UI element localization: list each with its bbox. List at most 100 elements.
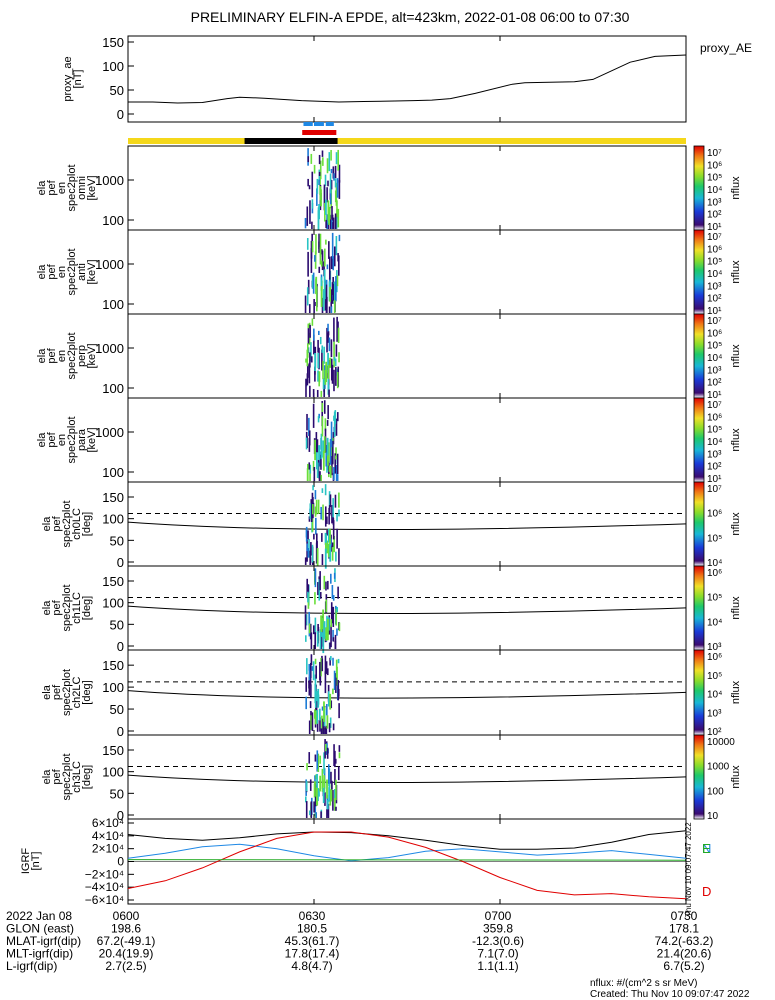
spectrogram-pixel [317,370,319,382]
colorbar-tick-label: 10⁵ [707,425,722,436]
colorbar-label-text: nflux [730,260,742,284]
spectrogram-pixel [324,484,327,496]
spectrogram-pixel [317,416,320,423]
spectrogram-pixel [316,188,318,206]
spectrogram-pixel [330,573,332,584]
spectrogram-pixel [331,544,334,561]
y-tick-label: 0 [117,639,124,654]
spectrogram-pixel [323,575,326,590]
y-axis-label-line: pef [51,684,63,700]
igrf-line-E [127,843,687,862]
spectrogram-pixel [323,400,326,414]
spectrogram-pixel [310,801,313,818]
spectrogram-pixel [330,291,333,307]
spectrogram-pixel [333,246,336,267]
spectrogram-pixel [311,274,314,289]
y-axis-label-line: pef [46,179,58,195]
spectrogram-pixel [314,617,317,635]
spectrogram-pixel [327,372,330,395]
spectrogram-pixel [306,763,308,771]
colorbar [693,649,705,736]
colorbar-label-text: nflux [730,680,742,704]
y-axis-label-line: [keV] [86,343,98,368]
colorbar-tick-label: 10³ [707,197,722,208]
spectrogram-pixel [337,321,339,330]
spectrogram-pixel [325,199,327,215]
spectrogram-pixel [323,701,325,722]
spectrogram-pixel [328,256,331,280]
spectrogram-pixel [331,542,334,548]
spectrogram-pixel [318,371,321,383]
spectrogram-pixel [329,185,332,205]
y-axis-label-line: ela [36,432,48,448]
spectrogram-pixel [327,580,329,590]
y-tick-label: 0 [117,107,124,122]
spectrogram-pixel [314,754,317,762]
y-tick-label: −6×10⁴ [85,893,124,907]
y-tick-label: 50 [110,533,124,548]
spectrogram-pixel [319,336,322,345]
y-tick-label: 100 [102,765,124,780]
colorbar [693,145,705,231]
spectrogram-pixel [335,366,337,386]
spectrogram-pixel [315,517,317,535]
spectrogram-pixel [317,339,319,353]
spectrogram-pixel [335,236,338,256]
spectrogram-pixel [324,548,327,569]
spectrogram-pixel [307,463,309,481]
spectrogram-pixel [305,781,308,792]
spectrogram-pixel [326,516,328,524]
spectrogram-pixel [329,215,332,229]
spectrogram-pixel [318,579,321,601]
spectrogram-pixel [327,180,329,187]
spectrogram-pixel [307,279,310,295]
spectrogram-pixel [311,199,314,209]
spectrogram-pixel [338,703,340,719]
spectrogram-pixel [321,416,324,437]
y-axis-label-line: ela [36,180,48,196]
loss-cone-solid [127,605,687,615]
colorbar-label-text: nflux [730,344,742,368]
spectrogram-pixel [333,744,335,767]
spectrogram-pixel [324,369,327,385]
loss-cone-solid [127,690,687,699]
spectrogram-pixel [319,571,321,591]
colorbar-label: nflux [730,176,742,200]
spectrogram-pixel [306,543,309,552]
spectrogram-pixel [330,256,333,270]
spectrogram-pixel [330,339,333,358]
spectrogram-pixel [314,687,317,708]
spectrogram-pixel [322,440,325,458]
spectrogram-pixel [322,379,325,390]
spectrogram-pixel [335,806,337,811]
y-axis-label-line: pef [46,263,58,279]
spectrogram-pixel [331,585,334,599]
y-axis-label-line: omni [76,176,88,200]
y-tick-label: 1000 [95,341,124,356]
spectrogram-pixel [319,629,322,649]
panel-frame [127,649,687,736]
footer-row-value: 359.8 [483,922,513,936]
spectrogram-pixel [304,295,307,313]
spectrogram-pixel [334,358,337,366]
spectrogram-pixel [305,635,307,642]
colorbar-tick-label: 10⁵ [707,533,722,544]
spectrogram-pixel [323,777,326,793]
spectrogram-pixel [333,670,336,690]
y-axis-label-line: ela [41,516,53,532]
spectrogram-pixel [308,669,311,681]
spectrogram-pixel [318,171,321,176]
y-tick-label: 4×10⁴ [92,829,124,843]
spectrogram-pixel [311,544,314,563]
spectrogram-pixel [328,507,330,525]
y-axis-label-line: en [56,434,68,446]
spectrogram-pixel [328,491,331,512]
spectrogram-pixel [321,658,324,672]
spectrogram-pixel [309,810,311,816]
spectrogram-pixel [325,219,327,229]
spectrogram-pixel [332,222,334,229]
spectrogram-pixel [322,290,325,311]
spectrogram-pixel [309,701,312,709]
